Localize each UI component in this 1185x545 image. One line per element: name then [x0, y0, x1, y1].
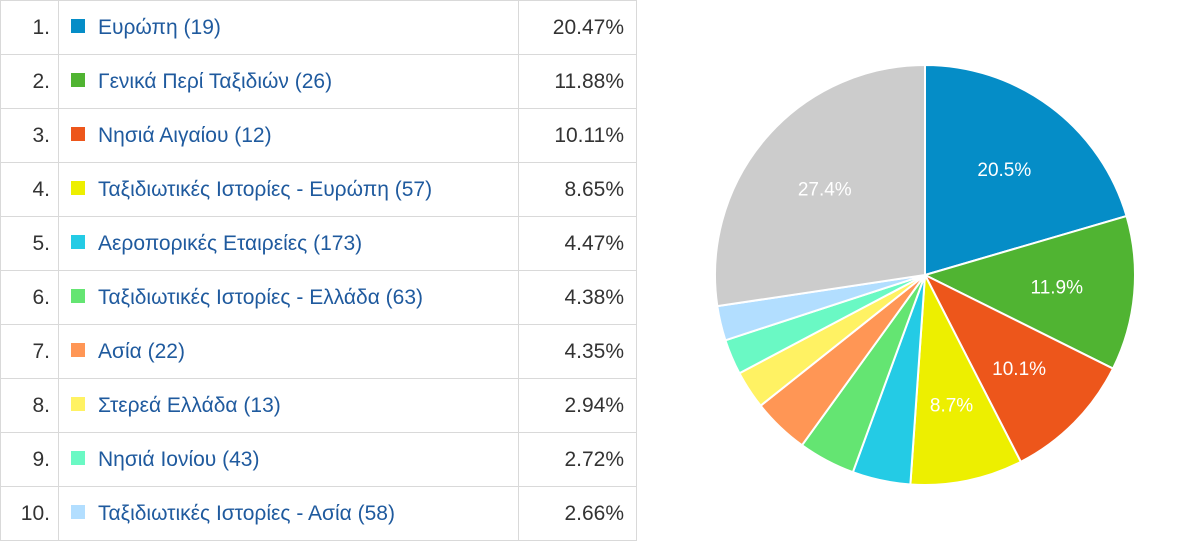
category-link[interactable]: Ασία (22): [98, 339, 185, 363]
legend-swatch-icon: [71, 396, 85, 411]
percent-value: 2.66%: [518, 486, 637, 541]
category-cell: Ταξιδιωτικές Ιστορίες - Ευρώπη (57): [58, 162, 519, 217]
category-cell: Ασία (22): [58, 324, 519, 379]
category-cell: Αεροπορικές Εταιρείες (173): [58, 216, 519, 271]
rank-number: 10.: [0, 486, 59, 541]
table-row: 7. Ασία (22) 4.35%: [0, 324, 637, 379]
legend-swatch-icon: [71, 72, 85, 87]
table-row: 3. Νησιά Αιγαίου (12) 10.11%: [0, 108, 637, 163]
ranking-table: 1. Ευρώπη (19) 20.47% 2. Γενικά Περί Ταξιδιώ…: [0, 0, 637, 541]
table-row: 8. Στερεά Ελλάδα (13) 2.94%: [0, 378, 637, 433]
percent-value: 11.88%: [518, 54, 637, 109]
category-cell: Νησιά Αιγαίου (12): [58, 108, 519, 163]
category-cell: Νησιά Ιονίου (43): [58, 432, 519, 487]
table-row: 4. Ταξιδιωτικές Ιστορίες - Ευρώπη (57) 8.6…: [0, 162, 637, 217]
table-row: 5. Αεροπορικές Εταιρείες (173) 4.47%: [0, 216, 637, 271]
slice-data-label: 20.5%: [977, 160, 1031, 181]
slice-data-label: 27.4%: [798, 180, 852, 201]
pie-chart: 20.5% 11.9% 10.1% 8.7% 27.4%: [714, 63, 1136, 486]
table-row: 1. Ευρώπη (19) 20.47%: [0, 0, 637, 55]
slice-data-label: 10.1%: [992, 359, 1046, 380]
percent-value: 4.47%: [518, 216, 637, 271]
legend-swatch-icon: [71, 18, 85, 33]
legend-swatch-icon: [71, 180, 85, 195]
rank-number: 7.: [0, 324, 59, 379]
percent-value: 2.94%: [518, 378, 637, 433]
category-cell: Ταξιδιωτικές Ιστορίες - Ασία (58): [58, 486, 519, 541]
legend-swatch-icon: [71, 450, 85, 465]
table-row: 10. Ταξιδιωτικές Ιστορίες - Ασία (58) 2.66…: [0, 486, 637, 541]
legend-swatch-icon: [71, 342, 85, 357]
rank-number: 9.: [0, 432, 59, 487]
rank-number: 4.: [0, 162, 59, 217]
percent-value: 4.38%: [518, 270, 637, 325]
rank-number: 5.: [0, 216, 59, 271]
category-link[interactable]: Ταξιδιωτικές Ιστορίες - Ευρώπη (57): [98, 177, 433, 201]
category-link[interactable]: Νησιά Αιγαίου (12): [98, 123, 272, 147]
slice-data-label: 11.9%: [1031, 278, 1084, 299]
category-link[interactable]: Ταξιδιωτικές Ιστορίες - Ελλάδα (63): [98, 285, 424, 309]
pie-slice[interactable]: [909, 271, 1023, 486]
legend-swatch-icon: [71, 288, 85, 303]
legend-swatch-icon: [71, 234, 85, 249]
category-cell: Στερεά Ελλάδα (13): [58, 378, 519, 433]
percent-value: 4.35%: [518, 324, 637, 379]
pie-slice[interactable]: [922, 272, 1115, 464]
ranking-table-body: 1. Ευρώπη (19) 20.47% 2. Γενικά Περί Ταξιδιώ…: [0, 0, 637, 541]
category-cell: Γενικά Περί Ταξιδιών (26): [58, 54, 519, 109]
percent-value: 20.47%: [518, 0, 637, 55]
rank-number: 2.: [0, 54, 59, 109]
slice-data-label: 8.7%: [930, 396, 973, 417]
rank-number: 3.: [0, 108, 59, 163]
table-row: 9. Νησιά Ιονίου (43) 2.72%: [0, 432, 637, 487]
category-cell: Ταξιδιωτικές Ιστορίες - Ελλάδα (63): [58, 270, 519, 325]
category-link[interactable]: Ταξιδιωτικές Ιστορίες - Ασία (58): [98, 501, 395, 525]
category-link[interactable]: Στερεά Ελλάδα (13): [98, 393, 281, 417]
rank-number: 1.: [0, 0, 59, 55]
pie-slice[interactable]: [924, 63, 1128, 277]
pie-chart-container: 20.5% 11.9% 10.1% 8.7% 27.4%: [700, 50, 1150, 500]
category-cell: Ευρώπη (19): [58, 0, 519, 55]
percent-value: 2.72%: [518, 432, 637, 487]
category-link[interactable]: Νησιά Ιονίου (43): [98, 447, 260, 471]
pie-slice[interactable]: [922, 214, 1136, 370]
legend-swatch-icon: [71, 126, 85, 141]
legend-swatch-icon: [71, 504, 85, 519]
pie-slice[interactable]: [714, 63, 926, 308]
category-link[interactable]: Αεροπορικές Εταιρείες (173): [98, 231, 363, 255]
rank-number: 6.: [0, 270, 59, 325]
percent-value: 8.65%: [518, 162, 637, 217]
table-row: 2. Γενικά Περί Ταξιδιών (26) 11.88%: [0, 54, 637, 109]
category-link[interactable]: Ευρώπη (19): [98, 15, 221, 39]
ranking-table-container: 1. Ευρώπη (19) 20.47% 2. Γενικά Περί Ταξιδιώ…: [0, 0, 637, 541]
table-row: 6. Ταξιδιωτικές Ιστορίες - Ελλάδα (63) 4.3…: [0, 270, 637, 325]
percent-value: 10.11%: [518, 108, 637, 163]
category-link[interactable]: Γενικά Περί Ταξιδιών (26): [98, 69, 333, 93]
rank-number: 8.: [0, 378, 59, 433]
